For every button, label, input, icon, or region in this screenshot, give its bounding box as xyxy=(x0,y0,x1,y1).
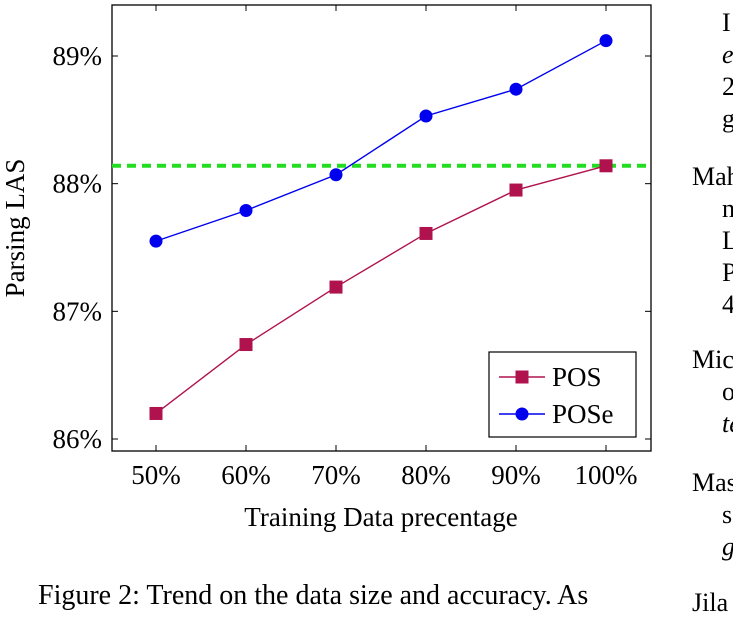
adjacent-column-line: te xyxy=(722,409,733,438)
y-axis-label: Parsing LAS xyxy=(0,159,30,298)
adjacent-column-line: Mic xyxy=(692,345,733,374)
y-tick-label: 87% xyxy=(53,296,103,326)
y-tick-label: 88% xyxy=(53,169,103,199)
adjacent-column-line: g xyxy=(722,532,733,562)
adjacent-column-line: Mas xyxy=(692,468,733,497)
x-tick-label: 60% xyxy=(221,460,271,490)
x-tick-label: 80% xyxy=(401,460,451,490)
legend-marker-pose xyxy=(515,407,529,421)
data-point-pos xyxy=(509,183,523,197)
x-tick-label: 70% xyxy=(311,460,361,490)
data-point-pose xyxy=(329,168,343,182)
adjacent-column-line: I xyxy=(722,8,731,37)
data-point-pose xyxy=(509,82,523,96)
line-chart: 50% 60% 70% 80% 90% 100% 86% 87% 88% 89% Parsing … xyxy=(0,4,652,532)
adjacent-column-line: n xyxy=(722,194,733,223)
adjacent-column-text: Ie2gMahnLP4MicoteMassgJila xyxy=(692,0,733,618)
data-point-pos xyxy=(239,338,253,352)
data-point-pos xyxy=(149,406,163,420)
legend-label-pose: POSe xyxy=(552,399,614,429)
adjacent-column-line: e xyxy=(722,40,733,69)
data-point-pos xyxy=(599,159,613,173)
data-point-pose xyxy=(149,234,163,248)
x-tick-label: 50% xyxy=(131,460,181,490)
legend-marker-pos xyxy=(515,370,529,384)
adjacent-column-line: Jila xyxy=(692,588,729,617)
plot-area-frame xyxy=(111,4,652,452)
adjacent-column-line: L xyxy=(722,226,733,255)
data-point-pos xyxy=(329,280,343,294)
adjacent-column-line: P xyxy=(722,258,733,287)
x-tick-label: 90% xyxy=(491,460,541,490)
data-point-pose xyxy=(239,203,253,217)
legend-label-pos: POS xyxy=(552,362,602,392)
series-line-pose xyxy=(155,40,607,242)
data-point-pos xyxy=(419,226,433,240)
y-tick-label: 89% xyxy=(53,41,103,71)
x-axis-label: Training Data precentage xyxy=(244,502,517,532)
adjacent-column-line: 2 xyxy=(722,72,733,101)
y-tick-label: 86% xyxy=(53,424,103,454)
x-tick-label: 100% xyxy=(575,460,638,490)
series-line-pos xyxy=(155,165,607,415)
adjacent-column-line: g xyxy=(722,104,733,133)
adjacent-column-line: s xyxy=(722,500,733,529)
legend-box xyxy=(488,351,637,438)
figure-caption: Figure 2: Trend on the data size and acc… xyxy=(38,580,589,611)
data-point-pose xyxy=(419,109,433,123)
adjacent-column-line: Mah xyxy=(692,162,733,191)
adjacent-column-line: 4 xyxy=(722,290,733,319)
adjacent-column-line: o xyxy=(722,377,733,406)
legend: POS POSe xyxy=(488,351,637,438)
data-point-pose xyxy=(599,34,613,48)
